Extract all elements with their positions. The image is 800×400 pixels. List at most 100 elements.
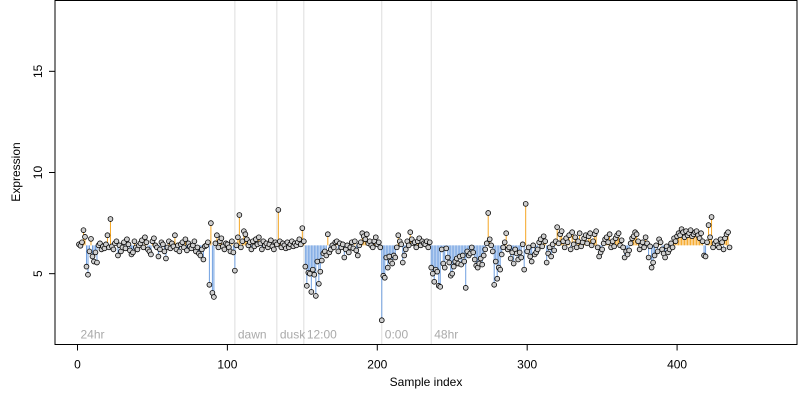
data-point <box>413 244 420 251</box>
x-tick-label: 300 <box>517 358 537 372</box>
data-point <box>558 228 565 234</box>
x-tick-label: 100 <box>217 358 237 372</box>
data-point <box>572 234 578 241</box>
data-point <box>650 259 656 266</box>
data-point <box>470 249 477 256</box>
data-point <box>115 252 121 259</box>
data-point <box>720 246 727 253</box>
data-point <box>163 255 169 262</box>
data-point <box>197 252 204 259</box>
data-point <box>569 229 575 235</box>
x-axis-title: Sample index <box>390 375 463 389</box>
data-point <box>375 239 382 246</box>
data-point <box>311 271 318 278</box>
data-point <box>651 252 658 259</box>
data-point <box>325 231 331 238</box>
data-point <box>230 249 237 256</box>
data-point <box>590 238 596 245</box>
data-point <box>488 242 495 249</box>
data-point <box>377 244 384 251</box>
data-point <box>142 234 148 241</box>
data-point <box>428 264 435 271</box>
data-point <box>211 294 217 300</box>
data-point <box>645 254 652 261</box>
data-point <box>615 230 622 237</box>
period-label: dawn <box>238 328 267 342</box>
data-point <box>507 255 514 262</box>
data-point <box>275 207 282 213</box>
data-point <box>79 239 85 246</box>
data-point <box>543 259 550 266</box>
data-point <box>672 238 679 245</box>
data-point <box>641 244 647 251</box>
data-point <box>310 266 316 273</box>
data-point <box>471 256 478 263</box>
data-point <box>172 232 178 239</box>
data-point <box>657 239 664 246</box>
data-point <box>503 230 509 237</box>
y-tick-label: 10 <box>31 166 45 180</box>
data-point <box>113 238 120 245</box>
data-point <box>540 233 547 240</box>
data-point <box>256 234 262 241</box>
data-point <box>698 230 704 237</box>
data-point <box>554 224 560 230</box>
data-point <box>130 249 136 256</box>
data-point <box>699 238 706 245</box>
data-point <box>372 234 379 241</box>
data-point <box>551 247 557 254</box>
data-point <box>151 235 157 242</box>
period-labels: 24hr dawn dusk 12:00 0:00 48hr <box>80 328 458 342</box>
data-point <box>486 236 493 243</box>
data-point <box>302 263 309 270</box>
data-point <box>705 222 712 228</box>
data-point <box>489 248 496 255</box>
data-point <box>518 254 524 261</box>
data-point <box>125 241 132 248</box>
data-points <box>76 201 733 324</box>
data-point <box>527 253 533 260</box>
data-point <box>85 271 91 278</box>
data-point <box>335 248 342 255</box>
data-point <box>357 239 364 246</box>
data-point <box>633 231 640 238</box>
data-point <box>618 237 625 244</box>
data-point <box>369 244 376 251</box>
data-point <box>215 244 222 251</box>
data-point <box>719 239 725 246</box>
data-point <box>573 244 580 251</box>
data-point <box>525 244 532 251</box>
data-point <box>346 249 352 256</box>
data-point <box>110 246 117 253</box>
data-point <box>104 232 111 239</box>
data-point <box>654 248 661 255</box>
period-label: 12:00 <box>307 328 337 342</box>
data-point <box>444 254 451 261</box>
data-point <box>386 253 393 260</box>
data-point <box>233 242 240 249</box>
data-point <box>605 239 611 246</box>
data-point <box>611 243 617 250</box>
data-point <box>528 258 535 265</box>
data-point <box>354 252 361 259</box>
data-point <box>191 238 198 245</box>
data-point <box>381 274 388 281</box>
data-point <box>184 247 190 254</box>
data-point <box>94 259 100 266</box>
data-point <box>362 236 369 243</box>
data-point <box>395 232 402 239</box>
data-point <box>212 240 219 247</box>
data-point <box>482 246 489 253</box>
data-point <box>363 231 370 238</box>
data-point <box>587 230 593 237</box>
data-point <box>160 241 166 248</box>
data-point <box>564 239 571 246</box>
data-point <box>642 234 649 241</box>
data-point <box>576 230 583 237</box>
data-point <box>405 242 412 249</box>
data-point <box>236 212 243 218</box>
data-point <box>542 238 548 245</box>
data-point <box>443 245 450 252</box>
y-axis-title: Expression <box>9 142 23 201</box>
